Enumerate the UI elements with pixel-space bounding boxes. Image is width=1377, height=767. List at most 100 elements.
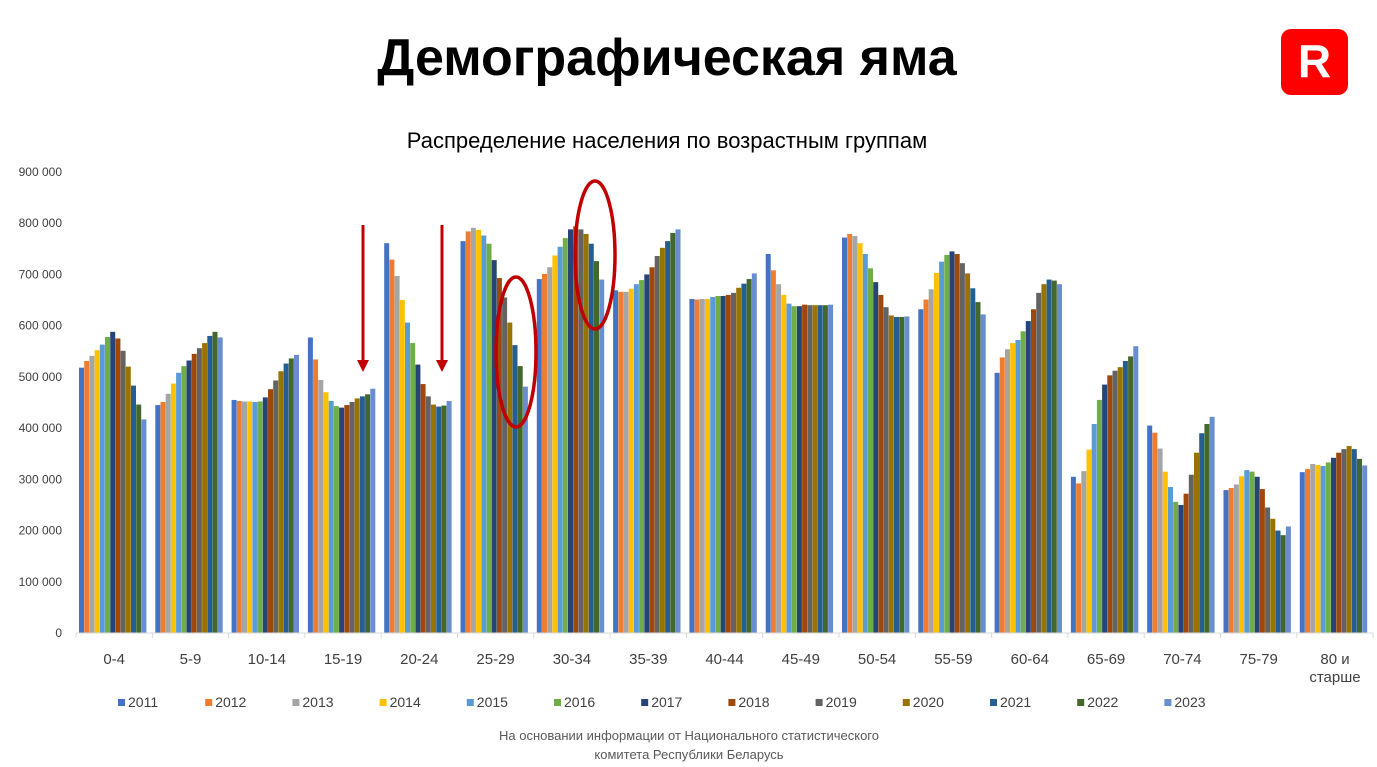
bar-2017-9 — [796, 306, 802, 633]
bar-2016-14 — [1173, 501, 1179, 633]
y-tick-label: 700 000 — [19, 267, 63, 281]
bar-2023-8 — [751, 273, 757, 633]
bar-2013-10 — [852, 236, 858, 633]
bar-2017-6 — [568, 229, 573, 633]
y-tick-label: 600 000 — [19, 319, 63, 333]
bar-2011-10 — [842, 237, 847, 633]
bar-2021-0 — [131, 385, 136, 633]
x-tick-label: 15-19 — [324, 651, 362, 668]
x-axis: 0-4 5-9 10-14 15-19 20-24 25-29 30-34 35-39 40-4… — [75, 632, 1374, 686]
bar-2019-0 — [120, 350, 126, 633]
bar-2013-13 — [1081, 471, 1087, 633]
legend-swatch — [292, 699, 300, 706]
bar-2015-7 — [633, 284, 639, 633]
bar-2019-4 — [425, 396, 431, 633]
x-tick-label: 30-34 — [553, 651, 591, 668]
x-tick-label: 35-39 — [629, 651, 667, 668]
bar-2019-16 — [1341, 449, 1347, 633]
legend-swatch — [1077, 699, 1085, 706]
bar-2021-12 — [1046, 279, 1052, 633]
bar-2020-14 — [1194, 452, 1199, 633]
bar-2016-10 — [868, 268, 873, 633]
bar-2021-14 — [1199, 433, 1205, 633]
bar-2020-8 — [736, 287, 742, 633]
bar-2014-11 — [933, 272, 939, 633]
bar-2012-9 — [770, 270, 776, 633]
bar-2012-4 — [389, 259, 395, 633]
bar-2022-2 — [288, 358, 294, 633]
x-tick-label: 5-9 — [180, 651, 202, 668]
legend-label: 2021 — [1000, 694, 1031, 710]
legend: 2011 2012 2013 2014 2015 2016 2017 2018 2019 2020… — [118, 694, 1206, 710]
bar-2018-16 — [1336, 452, 1342, 633]
bar-2012-7 — [618, 291, 624, 633]
bar-2017-2 — [262, 397, 268, 633]
bar-2020-12 — [1041, 284, 1047, 633]
bar-2015-11 — [939, 261, 945, 633]
bar-2022-1 — [212, 331, 218, 633]
bar-2016-7 — [639, 280, 645, 633]
bar-2022-13 — [1128, 356, 1134, 633]
bar-2021-15 — [1275, 530, 1281, 633]
bar-2013-3 — [318, 379, 324, 633]
bar-2012-11 — [923, 299, 929, 633]
bar-2012-13 — [1076, 483, 1082, 633]
bar-2020-7 — [659, 247, 665, 633]
bar-2022-12 — [1051, 280, 1057, 633]
legend-item: 2021 — [990, 694, 1031, 710]
x-tick-label: 40-44 — [705, 651, 743, 668]
bar-2022-11 — [975, 302, 981, 633]
highlight-ellipse-30-34 — [573, 179, 617, 331]
bar-2014-9 — [781, 294, 787, 633]
bar-2022-10 — [899, 316, 905, 633]
bar-2023-9 — [828, 304, 834, 633]
bar-2015-12 — [1015, 340, 1021, 633]
bar-2014-1 — [170, 383, 176, 633]
bar-2013-12 — [1005, 349, 1010, 633]
legend-swatch — [902, 699, 910, 706]
bar-2011-4 — [384, 243, 390, 633]
bar-2023-13 — [1133, 346, 1139, 633]
bar-2016-5 — [486, 243, 492, 633]
brand-logo: R — [1281, 29, 1348, 95]
bar-2012-0 — [84, 361, 90, 633]
bar-2012-6 — [542, 273, 547, 633]
bar-2014-14 — [1162, 471, 1168, 633]
legend-swatch — [205, 699, 213, 706]
bar-2011-7 — [613, 290, 619, 633]
bar-2018-5 — [496, 278, 502, 633]
x-tick-label: 0-4 — [103, 651, 125, 668]
y-tick-label: 500 000 — [19, 370, 63, 384]
bar-2023-14 — [1209, 416, 1215, 633]
bar-2019-12 — [1036, 292, 1042, 633]
bar-2014-6 — [552, 255, 558, 634]
bar-2021-3 — [359, 396, 365, 633]
legend-item: 2017 — [641, 694, 683, 710]
bar-2015-0 — [99, 344, 105, 633]
x-tick-label: 45-49 — [782, 651, 820, 668]
bar-2017-3 — [339, 407, 345, 633]
bar-2012-1 — [160, 401, 166, 633]
legend-label: 2019 — [826, 694, 857, 710]
bar-2022-9 — [822, 305, 828, 633]
bar-2015-15 — [1244, 470, 1250, 633]
bar-2014-5 — [476, 229, 482, 633]
bar-2013-11 — [928, 289, 934, 633]
legend-label: 2011 — [128, 694, 158, 710]
bar-2023-1 — [217, 337, 223, 633]
bar-2022-8 — [746, 279, 752, 633]
legend-swatch — [728, 699, 736, 706]
bar-2014-12 — [1010, 343, 1016, 633]
bar-2018-0 — [115, 338, 121, 633]
legend-item: 2011 — [118, 694, 158, 710]
bar-2021-10 — [894, 316, 899, 633]
bar-2023-12 — [1057, 284, 1062, 633]
legend-item: 2014 — [379, 694, 421, 710]
y-axis: 0 100 000 200 000 300 000 400 000 500 000 600 … — [19, 165, 63, 640]
bar-2018-9 — [802, 304, 808, 633]
bar-2021-11 — [970, 288, 976, 633]
legend-item: 2019 — [815, 694, 857, 710]
bar-2014-10 — [857, 243, 863, 633]
bar-2023-15 — [1285, 526, 1291, 633]
bar-2019-14 — [1188, 474, 1194, 633]
